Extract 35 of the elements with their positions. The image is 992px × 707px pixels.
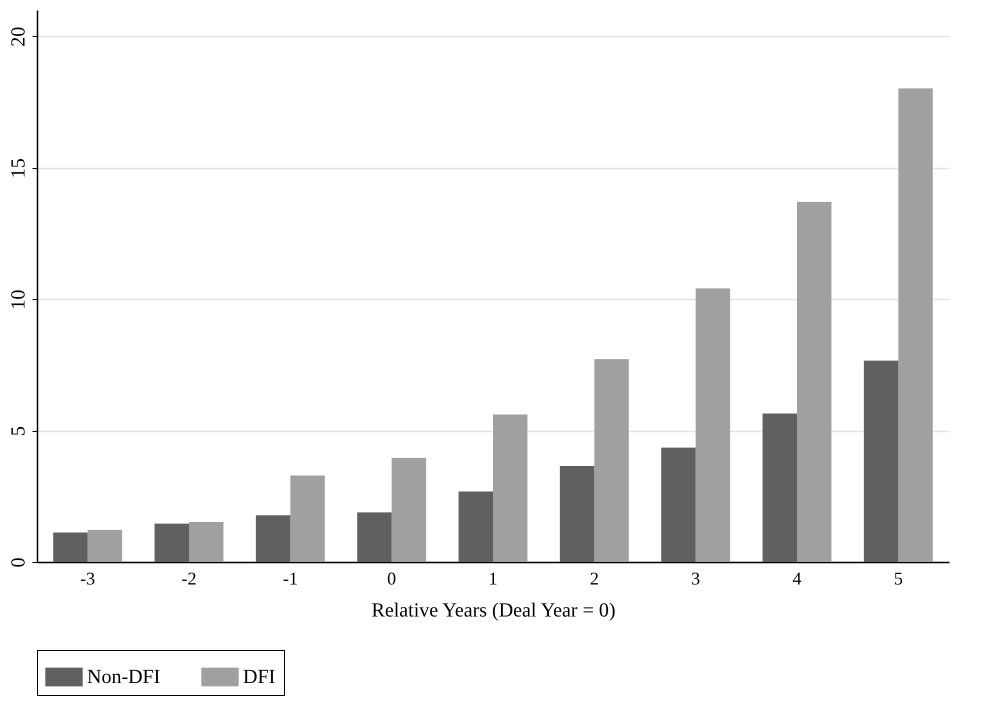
x-tick-label: 5 — [894, 568, 903, 588]
bar — [88, 530, 122, 562]
bar — [256, 515, 290, 562]
x-tick-label: 1 — [488, 568, 498, 588]
bar — [458, 492, 493, 562]
bar — [154, 524, 189, 562]
bar — [290, 476, 325, 562]
bar — [594, 359, 629, 562]
x-tick-label: -3 — [80, 568, 96, 588]
bar — [189, 522, 224, 562]
bar — [797, 202, 832, 562]
bar — [560, 466, 594, 562]
y-tick-label: 20 — [8, 26, 30, 47]
bar — [898, 88, 933, 562]
y-tick-label: 0 — [8, 558, 30, 568]
x-tick-label: 4 — [792, 568, 802, 588]
y-tick-label: 10 — [8, 290, 30, 310]
bar — [762, 413, 797, 562]
y-tick-label: 15 — [8, 158, 30, 178]
x-tick-label: 2 — [590, 568, 599, 588]
bar — [696, 288, 730, 562]
bar — [53, 532, 88, 562]
y-tick-label: 5 — [8, 426, 30, 436]
x-tick-label: 3 — [691, 568, 700, 588]
bar — [864, 360, 898, 562]
bar — [357, 512, 392, 562]
x-tick-label: 0 — [387, 568, 396, 588]
legend-label: DFI — [243, 666, 276, 688]
x-tick-label: -1 — [282, 568, 298, 588]
legend-label: Non-DFI — [87, 666, 160, 688]
bar — [493, 414, 528, 562]
x-tick-label: -2 — [182, 568, 196, 588]
x-axis-title: Relative Years (Deal Year = 0) — [371, 600, 616, 622]
bar — [392, 458, 426, 562]
bar — [661, 448, 696, 562]
